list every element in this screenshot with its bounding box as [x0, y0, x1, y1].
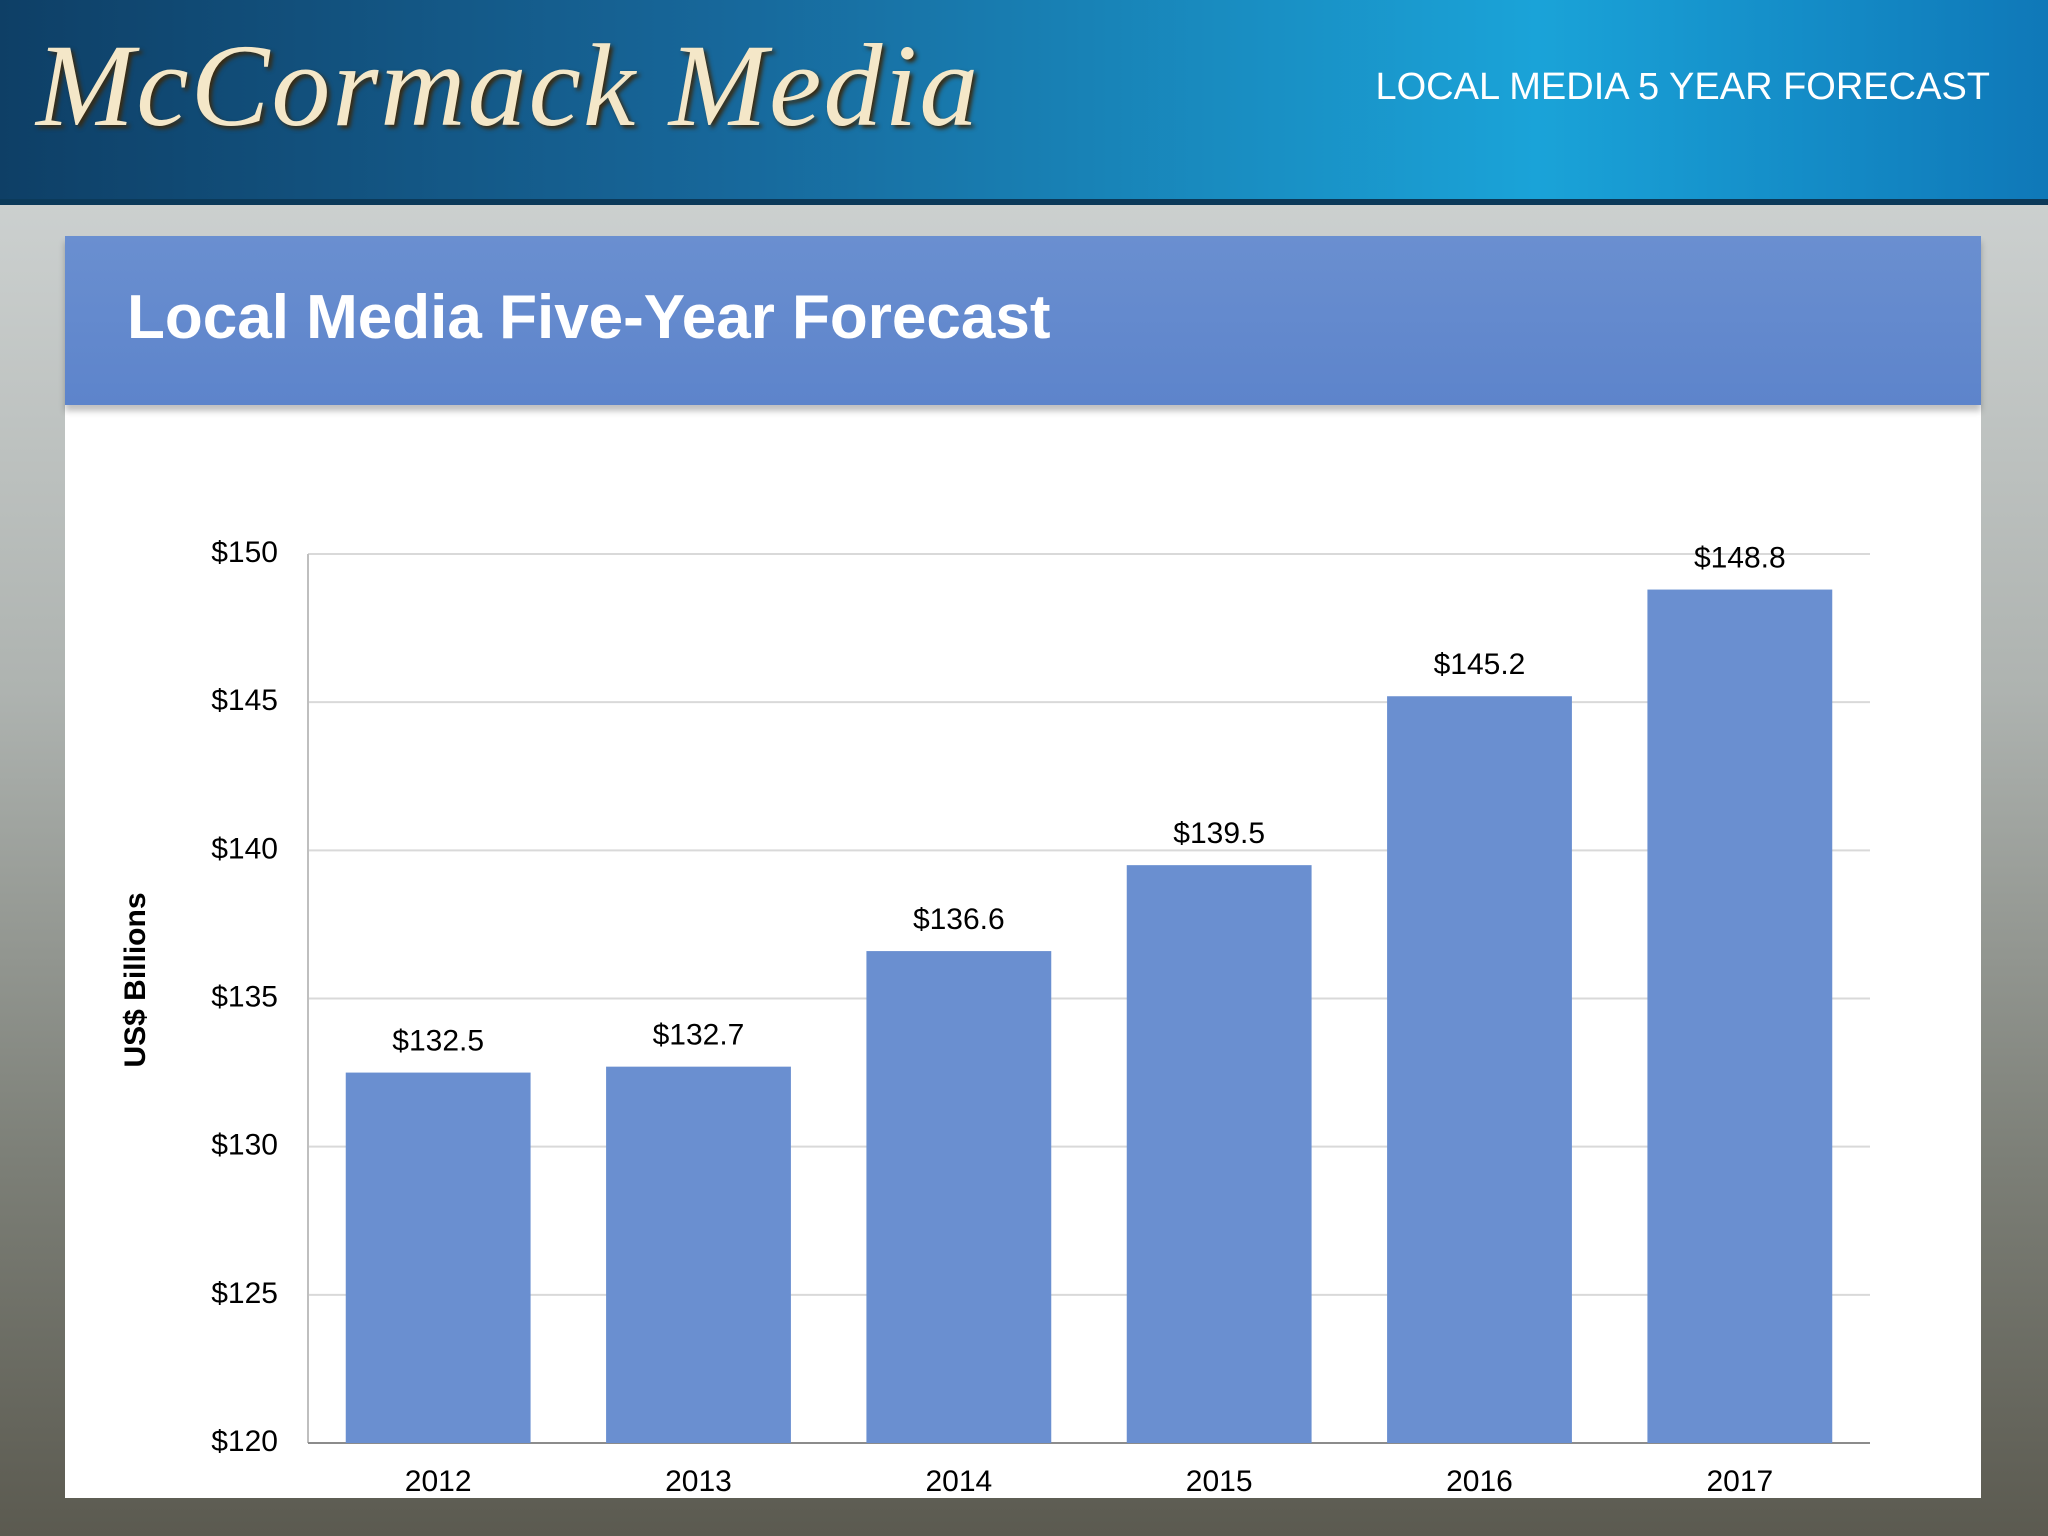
logo: McCormack Media — [36, 20, 981, 151]
title-band: Local Media Five-Year Forecast — [65, 236, 1981, 405]
bar — [1647, 589, 1833, 1443]
chart-title: Local Media Five-Year Forecast — [127, 283, 1051, 352]
x-tick-label: 2017 — [1706, 1465, 1773, 1498]
x-tick-label: 2012 — [405, 1465, 472, 1498]
x-tick-label: 2013 — [665, 1465, 732, 1498]
bar — [345, 1072, 531, 1443]
y-tick-label: $140 — [211, 832, 278, 865]
value-label: $136.6 — [913, 903, 1005, 936]
y-tick-label: $135 — [211, 980, 278, 1013]
y-tick-label: $130 — [211, 1129, 278, 1162]
header: McCormack Media LOCAL MEDIA 5 YEAR FOREC… — [0, 0, 2048, 205]
bar — [866, 951, 1052, 1443]
value-label: $148.8 — [1694, 541, 1786, 574]
y-tick-label: $125 — [211, 1277, 278, 1310]
y-tick-label: $120 — [211, 1425, 278, 1458]
bar — [606, 1066, 791, 1443]
y-tick-label: $150 — [211, 536, 278, 569]
value-label: $145.2 — [1434, 648, 1526, 681]
header-caption: LOCAL MEDIA 5 YEAR FORECAST — [1375, 66, 1990, 108]
y-tick-label: $145 — [211, 684, 278, 717]
bar — [1126, 865, 1312, 1443]
x-tick-label: 2014 — [925, 1465, 992, 1498]
value-label: $132.5 — [392, 1025, 484, 1058]
bar — [1387, 696, 1572, 1443]
y-axis-label: US$ Billions — [119, 892, 152, 1067]
value-label: $132.7 — [653, 1019, 745, 1052]
x-tick-label: 2016 — [1446, 1465, 1513, 1498]
value-label: $139.5 — [1173, 817, 1265, 850]
x-tick-label: 2015 — [1186, 1465, 1253, 1498]
